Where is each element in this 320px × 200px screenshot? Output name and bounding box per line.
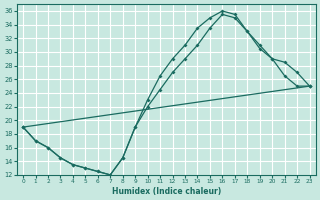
X-axis label: Humidex (Indice chaleur): Humidex (Indice chaleur) xyxy=(112,187,221,196)
